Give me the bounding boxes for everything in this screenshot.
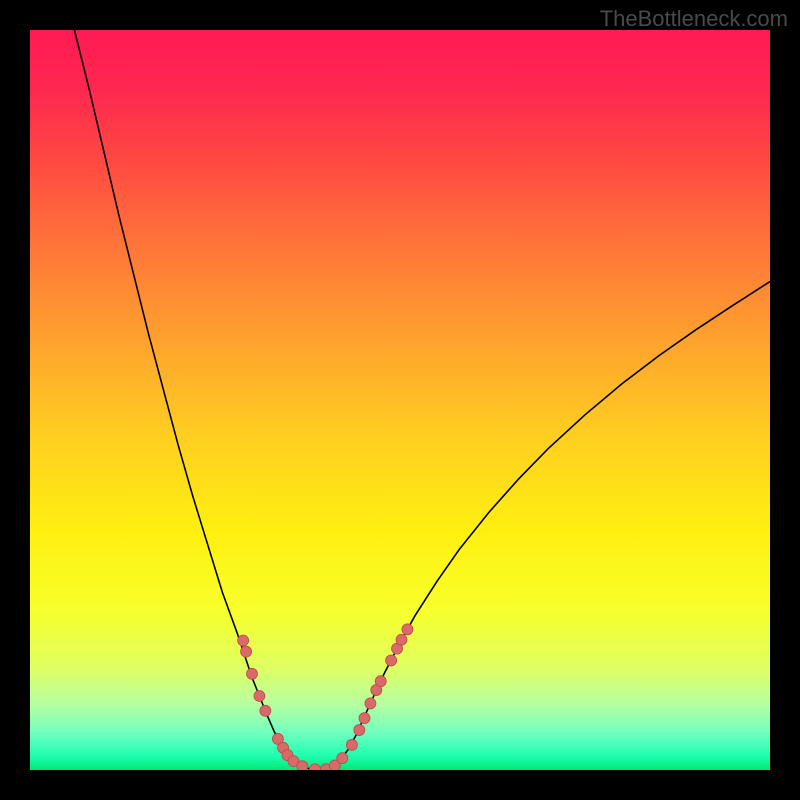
data-marker xyxy=(402,624,413,635)
chart-container: TheBottleneck.com xyxy=(0,0,800,800)
curve-layer xyxy=(30,30,770,770)
data-marker xyxy=(260,705,271,716)
data-marker xyxy=(337,753,348,764)
data-marker xyxy=(354,725,365,736)
data-marker xyxy=(396,634,407,645)
watermark-text: TheBottleneck.com xyxy=(600,6,788,32)
data-marker xyxy=(238,635,249,646)
data-marker xyxy=(346,739,357,750)
data-marker xyxy=(254,691,265,702)
bottleneck-curve xyxy=(74,30,770,770)
data-marker xyxy=(297,761,308,770)
data-marker xyxy=(375,676,386,687)
data-marker xyxy=(359,713,370,724)
plot-area xyxy=(30,30,770,770)
data-marker xyxy=(365,698,376,709)
data-markers xyxy=(238,624,413,770)
data-marker xyxy=(241,646,252,657)
data-marker xyxy=(309,764,320,770)
data-marker xyxy=(247,668,258,679)
data-marker xyxy=(386,655,397,666)
